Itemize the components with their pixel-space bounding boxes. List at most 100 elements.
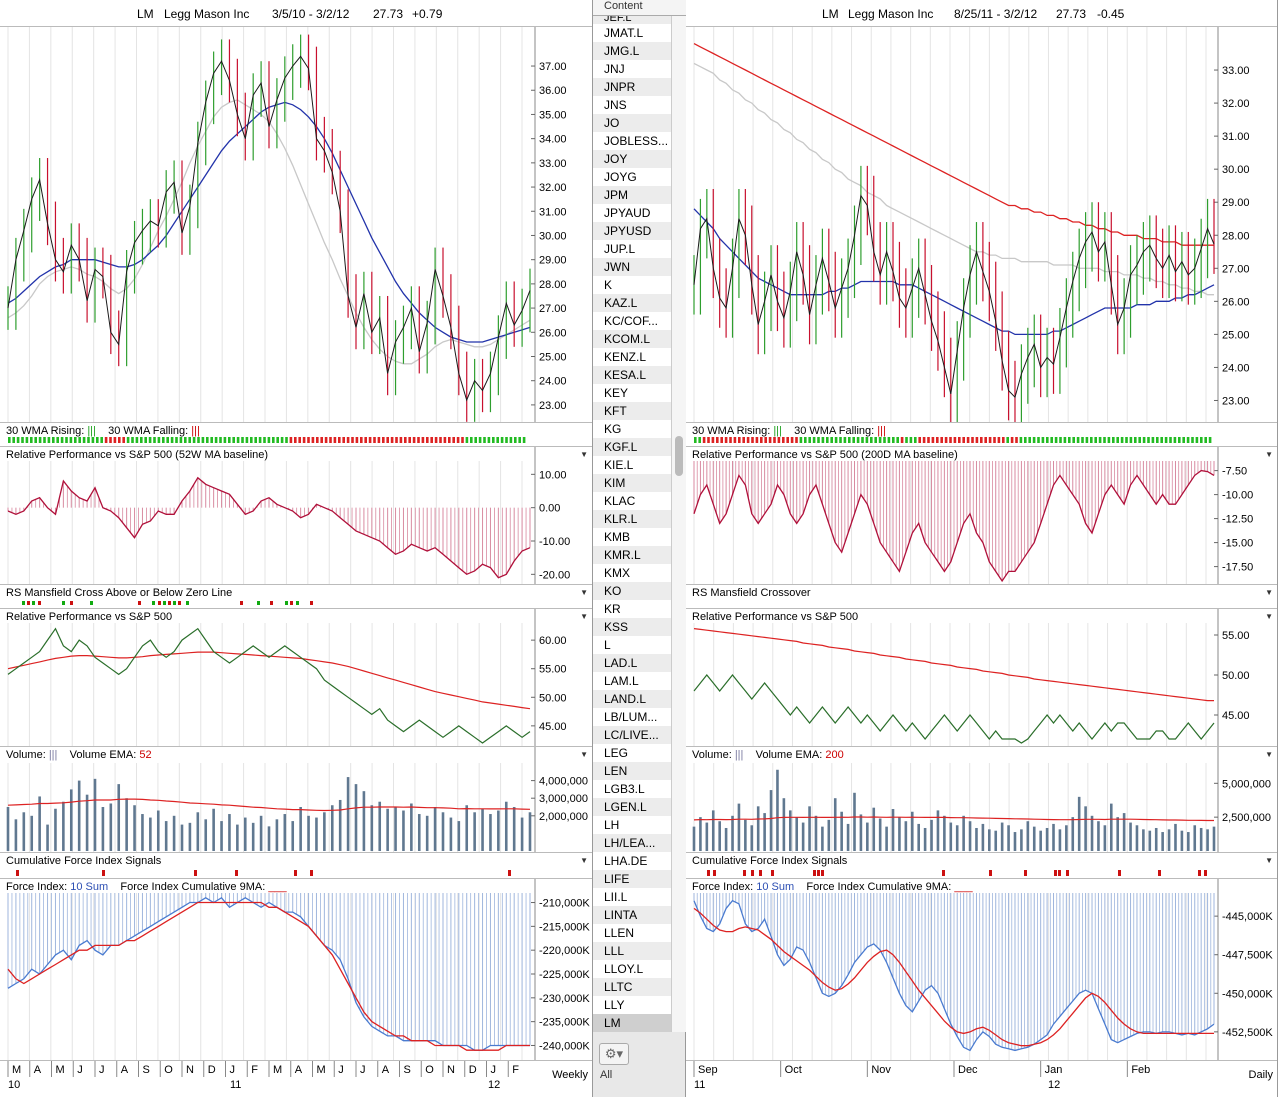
content-column-header[interactable]: Content bbox=[593, 0, 686, 16]
cfi-panel[interactable]: Cumulative Force Index Signals ▼ bbox=[686, 853, 1277, 879]
symbol-list-item[interactable]: L bbox=[593, 636, 671, 654]
symbol-list-item[interactable]: KMX bbox=[593, 564, 671, 582]
collapse-icon[interactable]: ▼ bbox=[580, 612, 588, 621]
symbol-list-item[interactable]: LH bbox=[593, 816, 671, 834]
symbol-list-item[interactable]: KENZ.L bbox=[593, 348, 671, 366]
symbol-list-item[interactable]: KCOM.L bbox=[593, 330, 671, 348]
rp200-panel[interactable]: Relative Performance vs S&P 500 (200D MA… bbox=[686, 447, 1277, 585]
symbol-list-item[interactable]: JO bbox=[593, 114, 671, 132]
symbol-list-item[interactable]: JPYAUD bbox=[593, 204, 671, 222]
symbol-list-item[interactable]: KEY bbox=[593, 384, 671, 402]
volume-panel[interactable]: Volume: ||| Volume EMA: 52 ▼ 4,000,000 3,… bbox=[0, 747, 592, 853]
symbol-list-item[interactable]: KC/COF... bbox=[593, 312, 671, 330]
collapse-icon[interactable]: ▼ bbox=[1265, 856, 1273, 865]
collapse-icon[interactable]: ▼ bbox=[580, 856, 588, 865]
mansfield-panel[interactable]: RS Mansfield Crossover ▼ bbox=[686, 585, 1277, 609]
symbol-list-item[interactable]: JPM bbox=[593, 186, 671, 204]
symbol-list-item[interactable]: LIFE bbox=[593, 870, 671, 888]
symbol-list-item[interactable]: JNJ bbox=[593, 60, 671, 78]
symbol-list-item[interactable]: LGEN.L bbox=[593, 798, 671, 816]
symbol-list-item[interactable]: KMR.L bbox=[593, 546, 671, 564]
force-index-panel[interactable]: Force Index: 10 Sum Force Index Cumulati… bbox=[686, 879, 1277, 1060]
daily-chart-window[interactable]: LM Legg Mason Inc 8/25/11 - 3/2/12 27.73… bbox=[686, 0, 1278, 1097]
symbol-list-item[interactable]: JOY bbox=[593, 150, 671, 168]
gear-icon[interactable]: ⚙▾ bbox=[599, 1043, 629, 1065]
cfi-panel[interactable]: Cumulative Force Index Signals ▼ bbox=[0, 853, 592, 879]
price-panel[interactable]: 33.00 32.00 31.00 30.00 29.00 28.00 27.00 26.00… bbox=[686, 27, 1277, 423]
collapse-icon[interactable]: ▼ bbox=[1265, 750, 1273, 759]
symbol-list-item[interactable]: KR bbox=[593, 600, 671, 618]
volume-bar bbox=[299, 807, 302, 851]
symbol-list-panel[interactable]: Content JEF.L JMAT.L JMG.L JNJ JNPR JNS JO JOBL… bbox=[593, 0, 686, 1097]
symbol-list-item[interactable]: LEN bbox=[593, 762, 671, 780]
price-panel[interactable]: 37.00 36.00 35.00 34.00 33.00 32.00 31.00 30.00… bbox=[0, 27, 592, 423]
symbol-list-item[interactable]: KFT bbox=[593, 402, 671, 420]
symbol-list-item[interactable]: LGB3.L bbox=[593, 780, 671, 798]
symbol-list-item[interactable]: LAND.L bbox=[593, 690, 671, 708]
symbol-list-item[interactable]: JNPR bbox=[593, 78, 671, 96]
symbol-list-item[interactable]: LB/LUM... bbox=[593, 708, 671, 726]
symbol-list-item[interactable]: JOYG bbox=[593, 168, 671, 186]
force-index-panel[interactable]: Force Index: 10 Sum Force Index Cumulati… bbox=[0, 879, 592, 1060]
volume-bar bbox=[101, 807, 105, 851]
symbol-list-item[interactable]: KGF.L bbox=[593, 438, 671, 456]
symbol-list-item[interactable]: KLAC bbox=[593, 492, 671, 510]
symbol-list-item[interactable]: JEF.L bbox=[593, 16, 671, 24]
symbol-list-item[interactable]: JOBLESS... bbox=[593, 132, 671, 150]
symbol-list-item[interactable]: KMB bbox=[593, 528, 671, 546]
collapse-icon[interactable]: ▼ bbox=[580, 450, 588, 459]
symbol-list[interactable]: JEF.L JMAT.L JMG.L JNJ JNPR JNS JO JOBLESS... JO… bbox=[593, 16, 671, 1032]
symbol-list-item[interactable]: KSS bbox=[593, 618, 671, 636]
rp52-panel[interactable]: Relative Performance vs S&P 500 (52W MA … bbox=[0, 447, 592, 585]
symbol-list-item[interactable]: JNS bbox=[593, 96, 671, 114]
collapse-icon[interactable]: ▼ bbox=[580, 750, 588, 759]
symbol-list-item[interactable]: KESA.L bbox=[593, 366, 671, 384]
symbol-list-item[interactable]: LLTC bbox=[593, 978, 671, 996]
symbol-list-item[interactable]: LC/LIVE... bbox=[593, 726, 671, 744]
symbol-list-item[interactable]: LM bbox=[593, 1014, 671, 1032]
symbol-list-item[interactable]: LLOY.L bbox=[593, 960, 671, 978]
symbol-list-item[interactable]: JMAT.L bbox=[593, 24, 671, 42]
symbol-list-item[interactable]: LII.L bbox=[593, 888, 671, 906]
symbol-list-item[interactable]: KAZ.L bbox=[593, 294, 671, 312]
symbol-list-item[interactable]: KIM bbox=[593, 474, 671, 492]
collapse-icon[interactable]: ▼ bbox=[1265, 588, 1273, 597]
symbol-list-item[interactable]: KLR.L bbox=[593, 510, 671, 528]
scrollbar-thumb[interactable] bbox=[675, 436, 683, 476]
collapse-icon[interactable]: ▼ bbox=[580, 588, 588, 597]
symbol-list-item[interactable]: JPYUSD bbox=[593, 222, 671, 240]
symbol-list-item[interactable]: LH/LEA... bbox=[593, 834, 671, 852]
symbol-list-item[interactable]: LINTA bbox=[593, 906, 671, 924]
symbol-list-item[interactable]: LLY bbox=[593, 996, 671, 1014]
symbol-list-item[interactable]: JUP.L bbox=[593, 240, 671, 258]
period-selector[interactable]: Daily bbox=[1248, 1069, 1273, 1081]
collapse-icon[interactable]: ▼ bbox=[1265, 612, 1273, 621]
wma-panel[interactable]: 30 WMA Rising: ||| 30 WMA Falling: ||| bbox=[686, 423, 1277, 447]
period-selector[interactable]: Weekly bbox=[552, 1069, 588, 1081]
symbol-list-item[interactable]: KIE.L bbox=[593, 456, 671, 474]
volume-bar bbox=[859, 814, 863, 851]
weekly-chart-window[interactable]: LM Legg Mason Inc 3/5/10 - 3/2/12 27.73 … bbox=[0, 0, 593, 1097]
symbol-list-item[interactable]: LAM.L bbox=[593, 672, 671, 690]
rp-panel[interactable]: Relative Performance vs S&P 500 ▼ 55.00 5… bbox=[686, 609, 1277, 747]
symbol-list-item[interactable]: JMG.L bbox=[593, 42, 671, 60]
date-axis[interactable]: Sep Oct Nov Dec Jan Feb 11 12 Daily bbox=[686, 1060, 1277, 1097]
rp-panel[interactable]: Relative Performance vs S&P 500 ▼ 60.00 5… bbox=[0, 609, 592, 747]
scrollbar[interactable] bbox=[671, 16, 686, 1032]
wma-signal-bar bbox=[971, 437, 974, 443]
wma-panel[interactable]: 30 WMA Rising: ||| 30 WMA Falling: ||| bbox=[0, 423, 592, 447]
collapse-icon[interactable]: ▼ bbox=[1265, 450, 1273, 459]
volume-panel[interactable]: Volume: ||| Volume EMA: 200 ▼ 5,000,000 2… bbox=[686, 747, 1277, 853]
symbol-list-item[interactable]: JWN bbox=[593, 258, 671, 276]
symbol-list-item[interactable]: LLEN bbox=[593, 924, 671, 942]
symbol-list-item[interactable]: LHA.DE bbox=[593, 852, 671, 870]
symbol-list-item[interactable]: KG bbox=[593, 420, 671, 438]
symbol-list-item[interactable]: LLL bbox=[593, 942, 671, 960]
mansfield-panel[interactable]: RS Mansfield Cross Above or Below Zero L… bbox=[0, 585, 592, 609]
all-filter-label[interactable]: All bbox=[600, 1069, 613, 1081]
date-axis[interactable]: M A M J J A S O N D J F M A M J J A S O N D J F 10 11 12 Weekly bbox=[0, 1060, 592, 1097]
symbol-list-item[interactable]: K bbox=[593, 276, 671, 294]
symbol-list-item[interactable]: LEG bbox=[593, 744, 671, 762]
symbol-list-item[interactable]: LAD.L bbox=[593, 654, 671, 672]
symbol-list-item[interactable]: KO bbox=[593, 582, 671, 600]
